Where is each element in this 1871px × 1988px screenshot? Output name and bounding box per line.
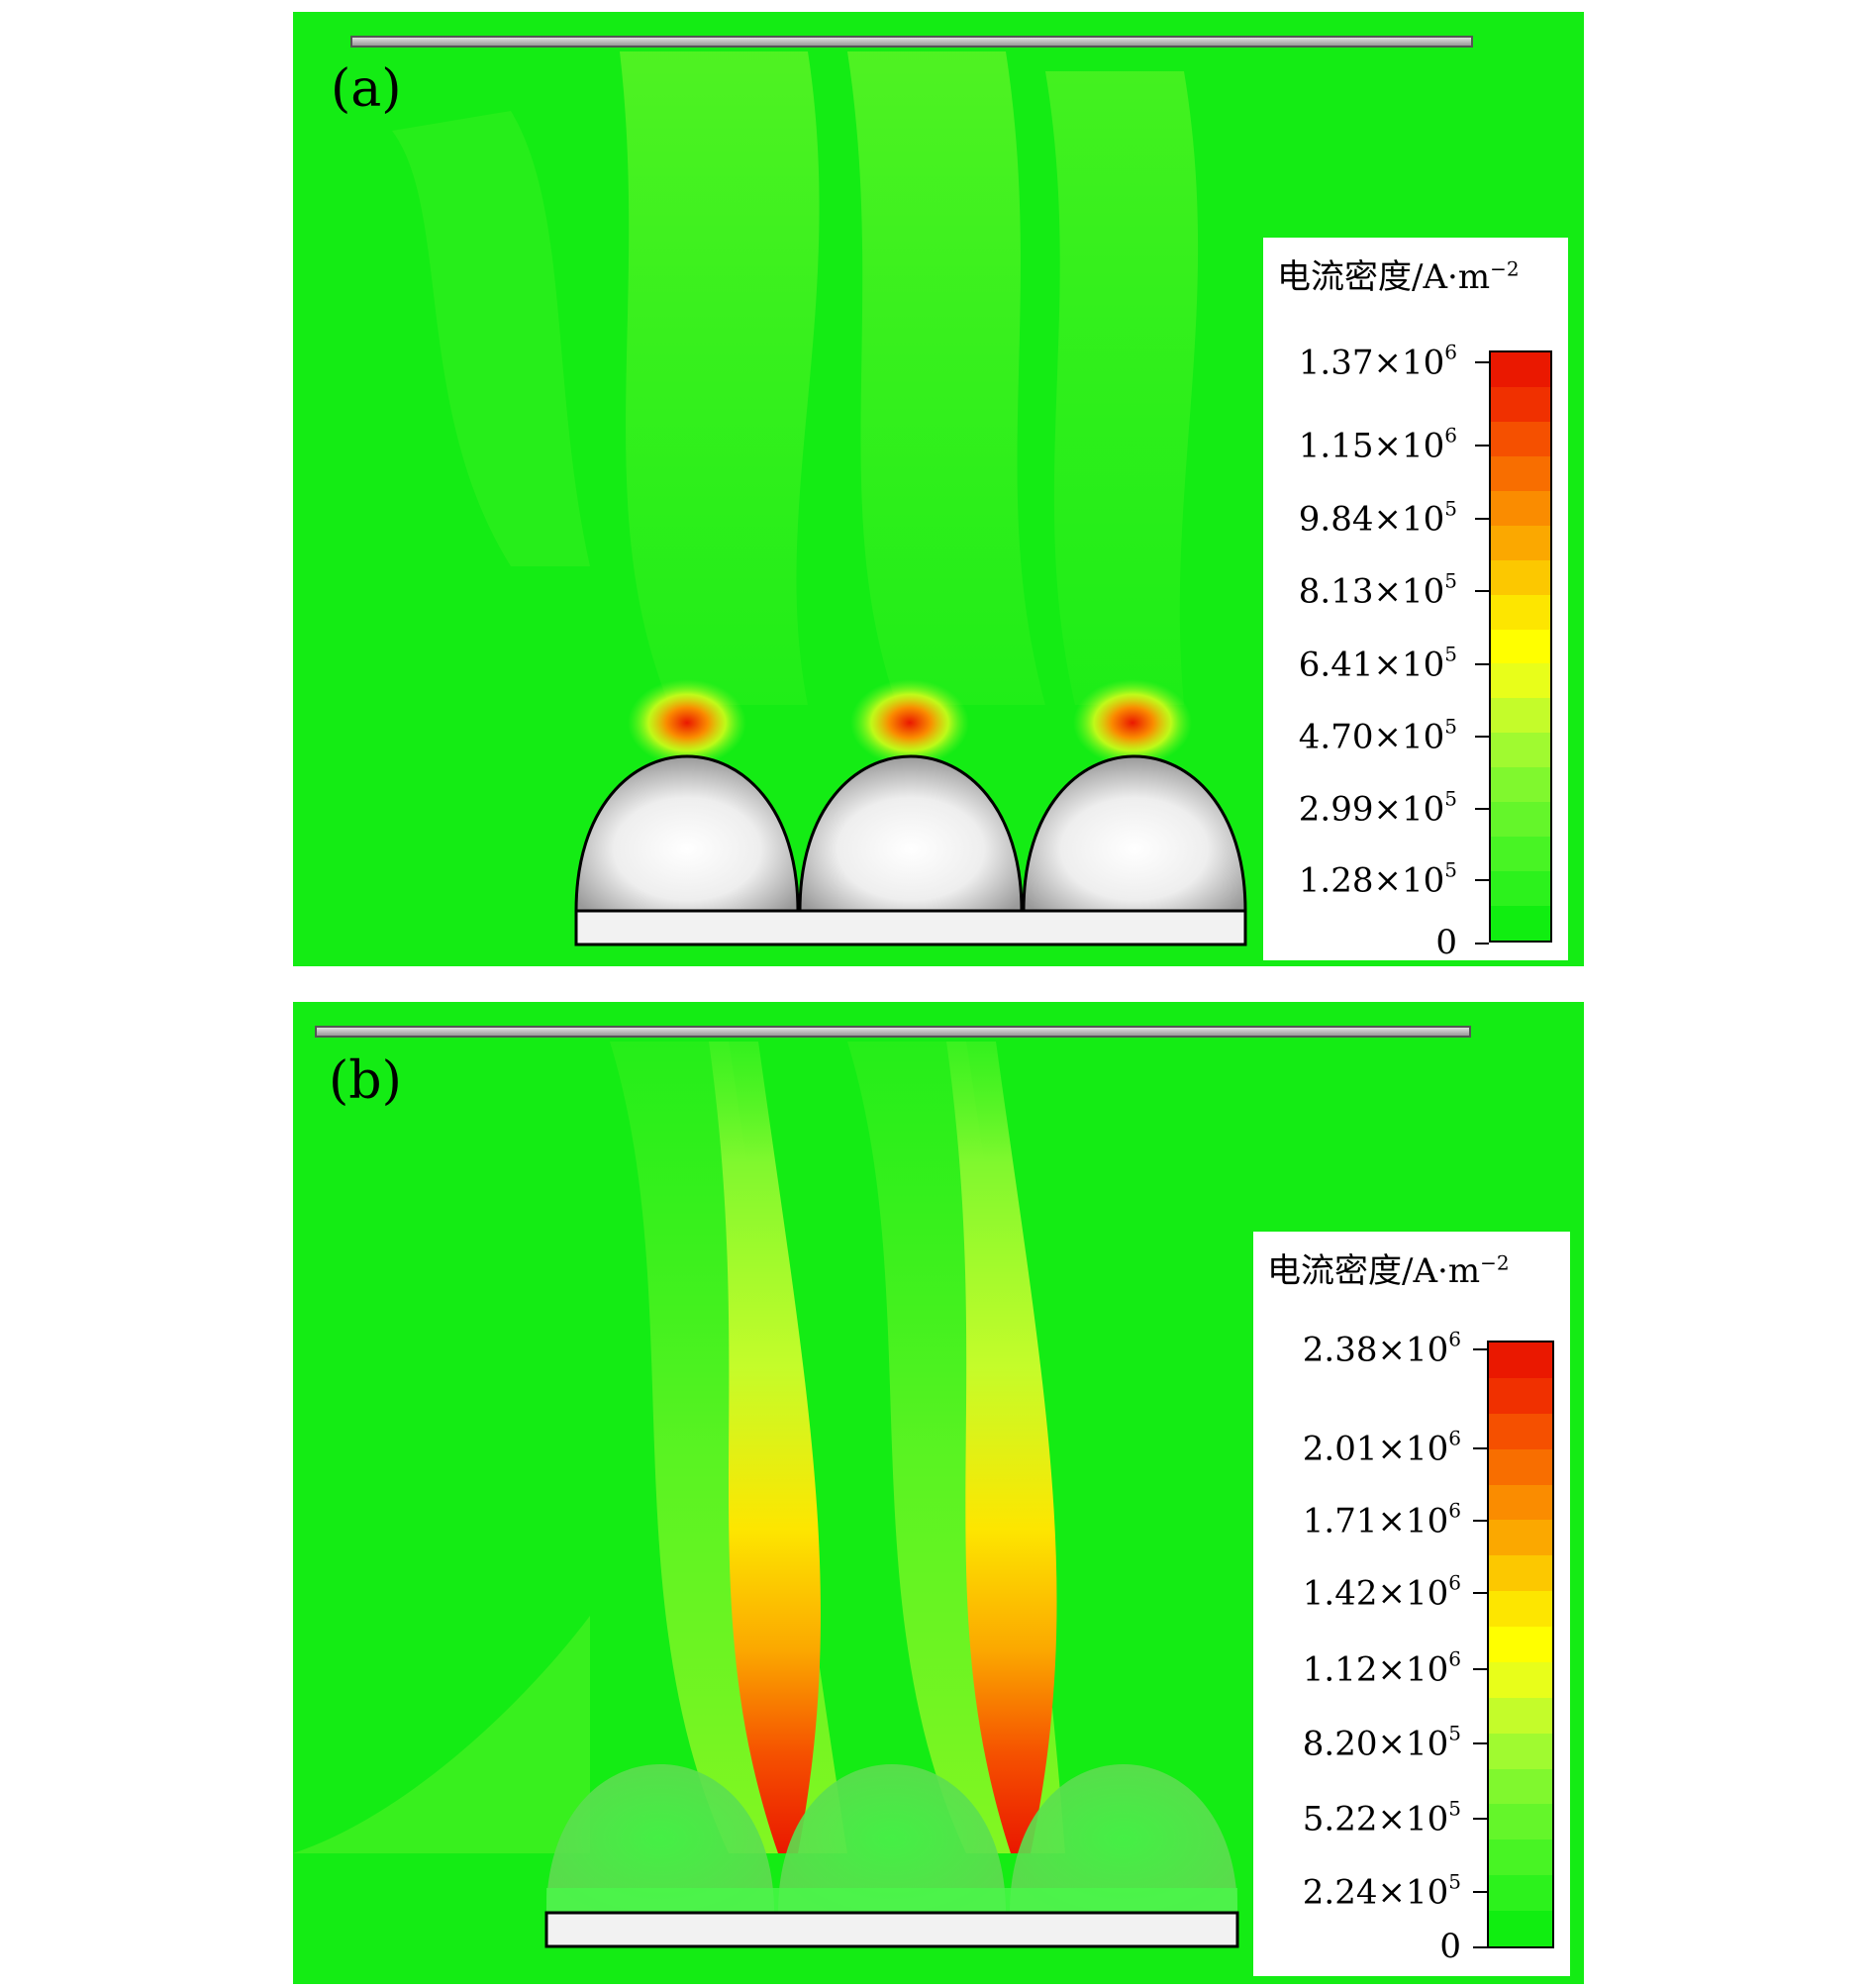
tick-mark xyxy=(1475,663,1489,665)
colorbar-stripe xyxy=(1491,629,1550,664)
tick-label: 2.99×105 xyxy=(1298,786,1457,830)
tick-mark xyxy=(1475,590,1489,592)
tick-label: 2.24×105 xyxy=(1302,1869,1461,1913)
colorbar-stripe xyxy=(1491,352,1550,387)
colorbar-b xyxy=(1487,1341,1554,1948)
colorbar-stripe xyxy=(1489,1448,1552,1485)
panel-label-b: (b) xyxy=(329,1051,402,1111)
tick-mark xyxy=(1475,808,1489,810)
colorbar-stripe xyxy=(1491,663,1550,699)
colorbar-stripe xyxy=(1489,1804,1552,1840)
colorbar-stripe xyxy=(1489,1484,1552,1521)
panel-b: (b) 电流密度/A·m−2 2.38×106 2.01×106 1.71×106 1… xyxy=(293,1002,1584,1984)
tick-label: 1.71×106 xyxy=(1302,1498,1461,1541)
tick-mark xyxy=(1475,736,1489,738)
colorbar-stripe xyxy=(1489,1627,1552,1662)
tick-mark xyxy=(1473,1891,1487,1893)
tick-mark xyxy=(1473,1946,1487,1948)
colorbar-stripe xyxy=(1491,386,1550,422)
colorbar-stripe xyxy=(1491,594,1550,630)
top-electrode xyxy=(350,36,1473,48)
tick-label: 0 xyxy=(1435,923,1457,962)
panel-label-a: (a) xyxy=(331,59,402,119)
colorbar-stripe xyxy=(1491,525,1550,560)
tick-mark xyxy=(1473,1592,1487,1594)
legend-title-b: 电流密度/A·m−2 xyxy=(1267,1250,1510,1291)
colorbar-stripe xyxy=(1489,1342,1552,1378)
colorbar-stripe xyxy=(1491,837,1550,872)
tick-label: 2.38×106 xyxy=(1302,1327,1461,1370)
colorbar-stripe xyxy=(1491,767,1550,803)
panel-a: (a) 电流密度/A·m−2 1.37×106 1.15×106 9.84×105 8… xyxy=(293,12,1584,966)
tick-label: 1.15×106 xyxy=(1298,423,1457,466)
colorbar-stripe xyxy=(1491,490,1550,526)
colorbar-stripe xyxy=(1491,871,1550,906)
colorbar-stripe xyxy=(1491,559,1550,595)
colorbar-stripe xyxy=(1491,906,1550,941)
tick-mark xyxy=(1475,518,1489,520)
colorbar-stripe xyxy=(1491,455,1550,491)
colorbar-stripe xyxy=(1489,1661,1552,1698)
tick-mark xyxy=(1475,879,1489,881)
colorbar-stripe xyxy=(1489,1839,1552,1876)
colorbar-stripe xyxy=(1489,1520,1552,1556)
colorbar-stripe xyxy=(1491,733,1550,768)
colorbar-a xyxy=(1489,350,1552,943)
tick-label: 0 xyxy=(1439,1927,1461,1966)
colorbar-stripe xyxy=(1489,1413,1552,1449)
tick-label: 9.84×105 xyxy=(1298,496,1457,540)
colorbar-stripe xyxy=(1489,1911,1552,1946)
tick-mark xyxy=(1473,1818,1487,1820)
tick-label: 8.20×105 xyxy=(1302,1721,1461,1764)
tick-label: 6.41×105 xyxy=(1298,642,1457,685)
tick-label: 1.37×106 xyxy=(1298,340,1457,383)
colorbar-stripe xyxy=(1489,1555,1552,1592)
legend-title-a: 电流密度/A·m−2 xyxy=(1277,256,1520,297)
tick-mark xyxy=(1473,1668,1487,1670)
colorbar-stripe xyxy=(1489,1733,1552,1769)
tick-mark xyxy=(1473,1447,1487,1449)
tick-label: 8.13×105 xyxy=(1298,568,1457,612)
top-electrode xyxy=(315,1026,1471,1038)
colorbar-stripe xyxy=(1491,421,1550,456)
tick-mark xyxy=(1475,943,1489,944)
colorbar-stripe xyxy=(1491,802,1550,838)
tick-label: 5.22×105 xyxy=(1302,1796,1461,1839)
tick-mark xyxy=(1475,445,1489,447)
tick-label: 1.42×106 xyxy=(1302,1570,1461,1614)
colorbar-stripe xyxy=(1489,1697,1552,1734)
tick-label: 1.12×106 xyxy=(1302,1646,1461,1690)
tick-mark xyxy=(1473,1520,1487,1522)
colorbar-stripe xyxy=(1489,1875,1552,1911)
tick-label: 1.28×105 xyxy=(1298,857,1457,901)
tick-mark xyxy=(1475,361,1489,363)
tick-label: 4.70×105 xyxy=(1298,714,1457,757)
tick-mark xyxy=(1473,1742,1487,1744)
colorbar-stripe xyxy=(1491,698,1550,734)
colorbar-stripe xyxy=(1489,1591,1552,1627)
tick-label: 2.01×106 xyxy=(1302,1426,1461,1469)
legend-b: 电流密度/A·m−2 2.38×106 2.01×106 1.71×106 1.42×… xyxy=(1253,1232,1570,1976)
colorbar-stripe xyxy=(1489,1377,1552,1414)
colorbar-stripe xyxy=(1489,1768,1552,1805)
tick-mark xyxy=(1473,1348,1487,1350)
legend-a: 电流密度/A·m−2 1.37×106 1.15×106 9.84×105 8.13×… xyxy=(1263,238,1568,962)
